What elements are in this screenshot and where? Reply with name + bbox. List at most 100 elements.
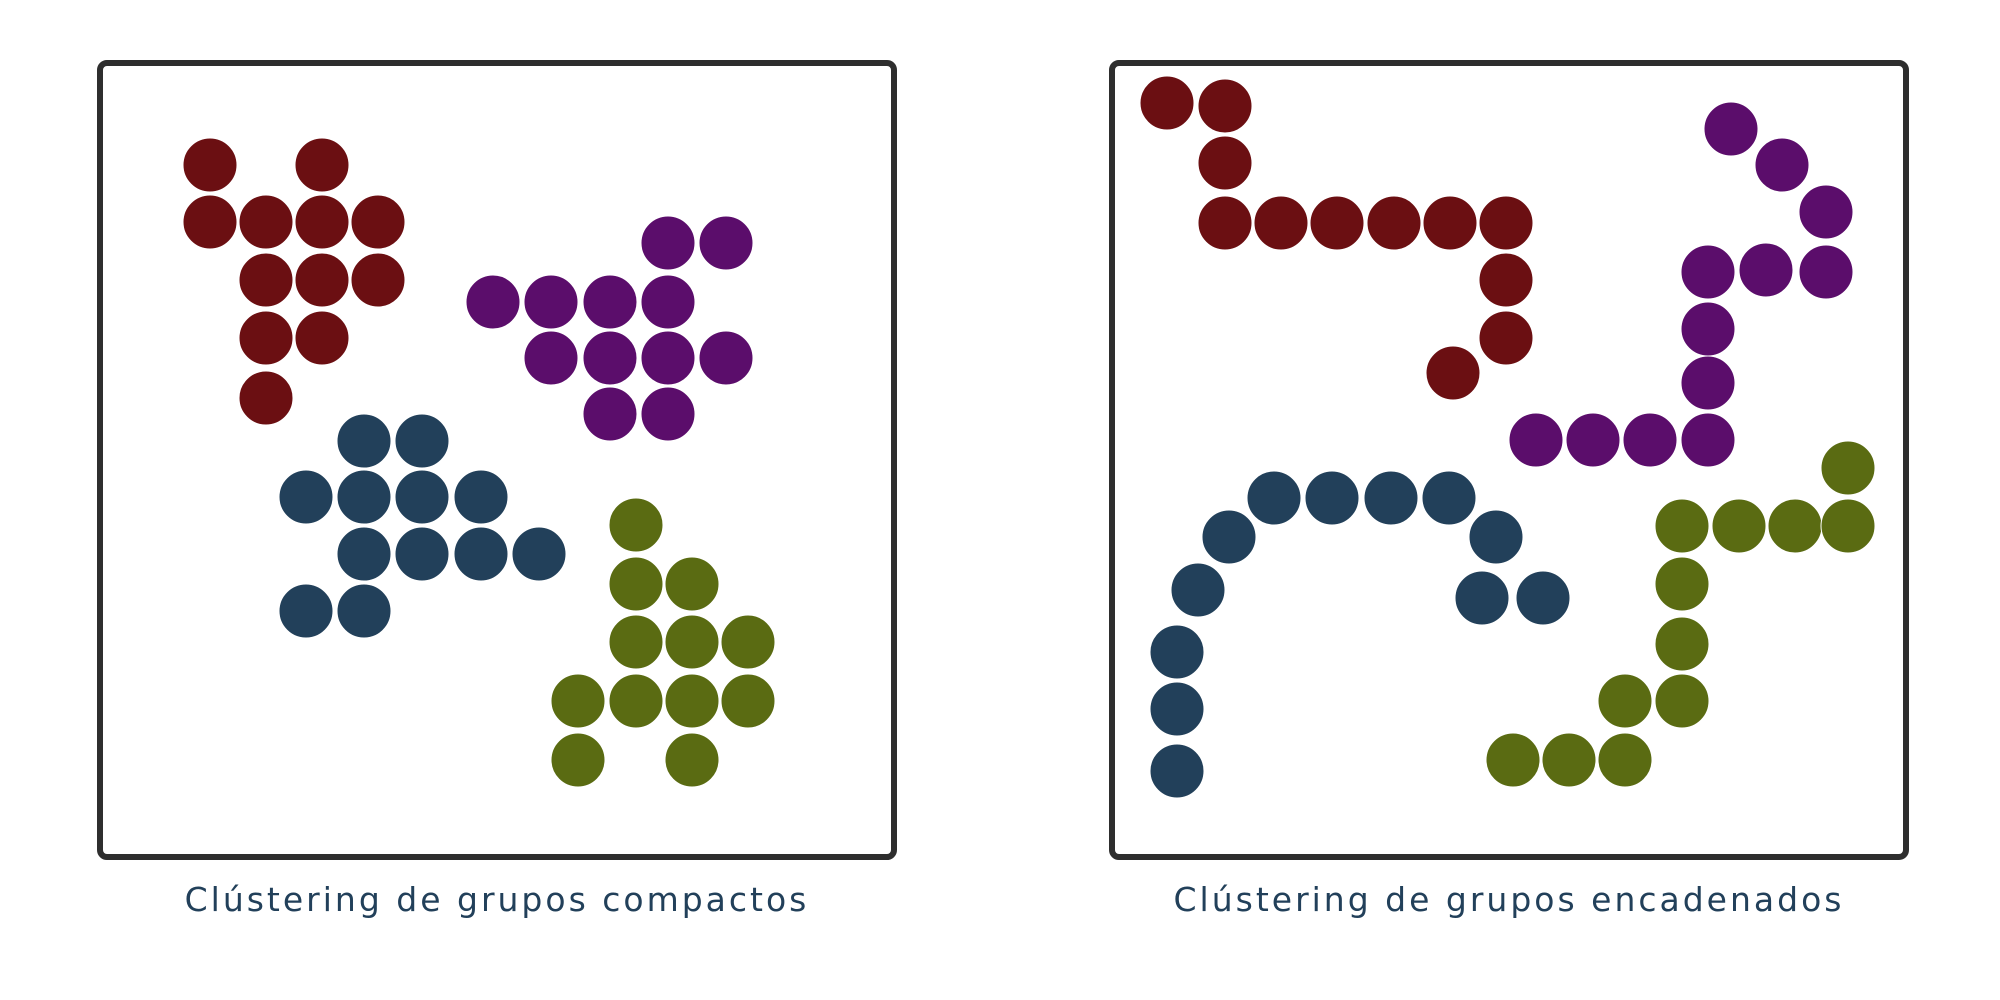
cluster-red [1139,75,1534,401]
cluster-point [1597,732,1653,788]
cluster-point [1680,355,1736,411]
cluster-point [582,386,638,442]
cluster-point [1680,244,1736,300]
cluster-navy [1149,470,1571,799]
cluster-olive [1485,440,1876,788]
cluster-point [720,673,776,729]
cluster-point [640,330,696,386]
cluster-point [640,386,696,442]
cluster-point [238,194,294,250]
cluster-point [664,556,720,612]
cluster-point [294,137,350,193]
cluster-point [1508,412,1564,468]
cluster-point [608,497,664,553]
cluster-point [1541,732,1597,788]
cluster-point [1680,301,1736,357]
cluster-point [182,137,238,193]
cluster-point [336,583,392,639]
cluster-point [1654,673,1710,729]
cluster-point [1170,562,1226,618]
cluster-point [720,614,776,670]
cluster-point [1565,412,1621,468]
cluster-point [1820,498,1876,554]
cluster-point [1201,509,1257,565]
cluster-point [1149,624,1205,680]
cluster-point [1680,412,1736,468]
cluster-point [640,274,696,330]
cluster-point [550,673,606,729]
cluster-point [1754,137,1810,193]
cluster-point [1478,195,1534,251]
cluster-point [1197,135,1253,191]
cluster-navy [278,413,567,639]
cluster-point [1149,743,1205,799]
cluster-point [523,274,579,330]
cluster-point [664,673,720,729]
cluster-point [238,252,294,308]
cluster-point [523,330,579,386]
cluster-point [1703,101,1759,157]
cluster-point [664,732,720,788]
cluster-point [1798,244,1854,300]
cluster-olive [550,497,776,788]
cluster-point [336,526,392,582]
cluster-point [608,556,664,612]
cluster-point [394,413,450,469]
cluster-point [1767,498,1823,554]
cluster-point [1309,195,1365,251]
compact-clusters-plot [182,137,776,788]
cluster-point [664,614,720,670]
cluster-point [640,215,696,271]
cluster-point [608,614,664,670]
cluster-point [294,194,350,250]
cluster-point [394,526,450,582]
cluster-point [1820,440,1876,496]
cluster-point [350,194,406,250]
cluster-point [182,194,238,250]
chained-clusters-panel [1109,60,1909,860]
cluster-point [582,274,638,330]
cluster-point [465,274,521,330]
cluster-point [350,252,406,308]
cluster-point [1597,673,1653,729]
cluster-point [453,526,509,582]
cluster-point [1304,470,1360,526]
cluster-point [582,330,638,386]
cluster-point [1622,412,1678,468]
cluster-point [1515,570,1571,626]
cluster-purple [465,215,754,442]
cluster-point [278,583,334,639]
cluster-point [698,215,754,271]
compact-clusters-caption: Clústering de grupos compactos [184,880,810,919]
cluster-point [1197,195,1253,251]
cluster-point [238,370,294,426]
cluster-point [698,330,754,386]
cluster-point [453,469,509,525]
cluster-point [511,526,567,582]
cluster-point [278,469,334,525]
cluster-point [1246,470,1302,526]
cluster-point [550,732,606,788]
cluster-point [1422,195,1478,251]
cluster-point [1738,242,1794,298]
chained-clusters-plot [1139,75,1876,799]
cluster-point [1654,498,1710,554]
cluster-point [1139,75,1195,131]
cluster-point [1454,570,1510,626]
cluster-point [394,469,450,525]
cluster-point [1468,509,1524,565]
cluster-point [238,310,294,366]
cluster-point [294,310,350,366]
cluster-point [1363,470,1419,526]
cluster-point [1478,310,1534,366]
cluster-point [1197,78,1253,134]
cluster-point [1798,184,1854,240]
cluster-red [182,137,406,426]
cluster-point [1149,681,1205,737]
cluster-point [336,413,392,469]
cluster-point [1366,195,1422,251]
cluster-point [1253,195,1309,251]
cluster-purple [1508,101,1854,468]
cluster-point [1478,252,1534,308]
cluster-point [608,673,664,729]
